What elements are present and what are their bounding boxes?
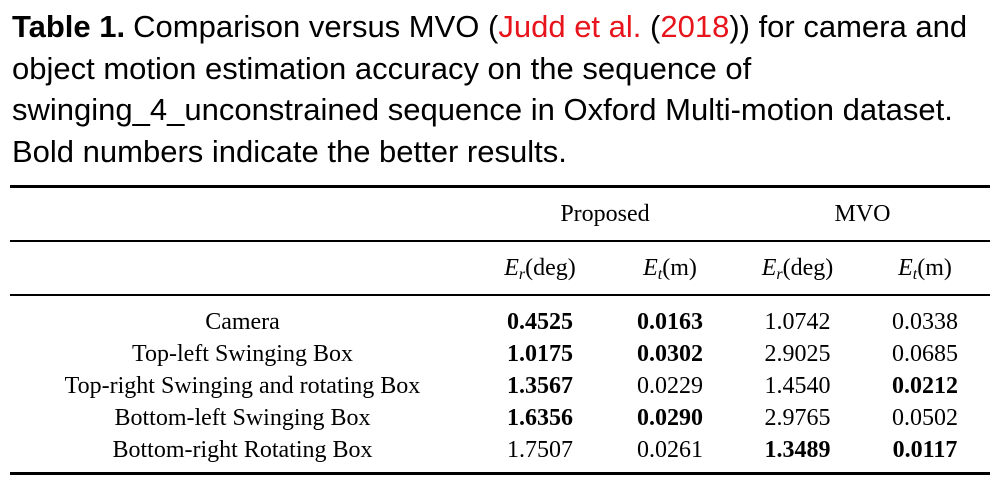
value-cell: 1.3489	[735, 434, 860, 475]
value-cell: 2.9765	[764, 404, 831, 431]
value-cell: 0.0229	[637, 372, 703, 399]
symbol: E	[761, 254, 777, 281]
value-cell: 1.7507	[475, 434, 605, 475]
value-cell: 0.0338	[860, 294, 990, 338]
value-cell: 1.6356	[507, 404, 573, 431]
results-table: Proposed MVO Er(deg) Et(m) Er(deg) Et(m) Camer…	[10, 185, 990, 475]
row-name: Bottom-right Rotating Box	[10, 434, 475, 475]
value-cell: 0.0212	[892, 372, 958, 399]
value-cell: 0.0117	[860, 434, 990, 475]
unit: (deg)	[525, 254, 576, 281]
unit: (m)	[662, 254, 697, 281]
column-header: Et(m)	[605, 240, 735, 295]
column-header: Er(deg)	[735, 240, 860, 295]
data-row: Bottom-right Rotating Box 1.7507 0.0261 1.3…	[10, 434, 990, 475]
value-cell: 0.4525	[475, 294, 605, 338]
value-cell: 1.0175	[507, 340, 573, 367]
column-header: Et(m)	[860, 240, 990, 295]
value-cell: 2.9025	[764, 340, 831, 367]
subscript: t	[912, 265, 918, 283]
data-row: Bottom-left Swinging Box 1.6356 0.0290 2.97…	[10, 402, 990, 434]
cell	[10, 240, 475, 295]
row-name: Top-right Swinging and rotating Box	[64, 372, 421, 399]
caption-text: Judd et al.	[498, 9, 642, 44]
value-cell: 0.0290	[637, 404, 703, 431]
caption-label: Table 1.	[12, 9, 126, 44]
value-cell: 0.0502	[892, 404, 958, 431]
subscript: t	[657, 265, 663, 283]
row-name: Camera	[10, 294, 475, 338]
symbol: E	[643, 254, 658, 281]
subscript: r	[518, 265, 526, 283]
data-row: Top-left Swinging Box 1.0175 0.0302 2.9025 0…	[10, 338, 990, 370]
row-name: Bottom-left Swinging Box	[114, 404, 371, 431]
caption-text: (	[641, 9, 661, 44]
group-header: Proposed	[475, 185, 735, 241]
value-cell: 1.0742	[735, 294, 860, 338]
data-row: Camera 0.4525 0.0163 1.0742 0.0338	[10, 294, 990, 338]
group-header: MVO	[735, 185, 990, 241]
cell	[10, 185, 475, 241]
symbol: E	[504, 254, 519, 281]
subheader-row: Er(deg) Et(m) Er(deg) Et(m)	[10, 240, 990, 295]
data-row: Top-right Swinging and rotating Box 1.356…	[10, 370, 990, 402]
symbol: E	[898, 254, 913, 281]
unit: (deg)	[782, 254, 834, 281]
value-cell: 1.3567	[507, 372, 573, 399]
caption: Table 1. Comparison versus MVO (Judd et a…	[12, 6, 987, 172]
value-cell: 0.0302	[637, 340, 703, 367]
value-cell: 0.0163	[605, 294, 735, 338]
row-name: Top-left Swinging Box	[132, 340, 353, 367]
caption-text: )) for camera and object motion estimati…	[12, 9, 968, 169]
caption-text: 2018	[660, 9, 730, 44]
caption-text: Comparison versus MVO (	[133, 9, 499, 44]
value-cell: 0.0261	[605, 434, 735, 475]
value-cell: 0.0685	[892, 340, 958, 367]
group-row: Proposed MVO	[10, 185, 990, 241]
subscript: r	[776, 265, 783, 283]
value-cell: 1.4540	[764, 372, 831, 399]
column-header: Er(deg)	[475, 240, 605, 295]
unit: (m)	[917, 254, 952, 281]
